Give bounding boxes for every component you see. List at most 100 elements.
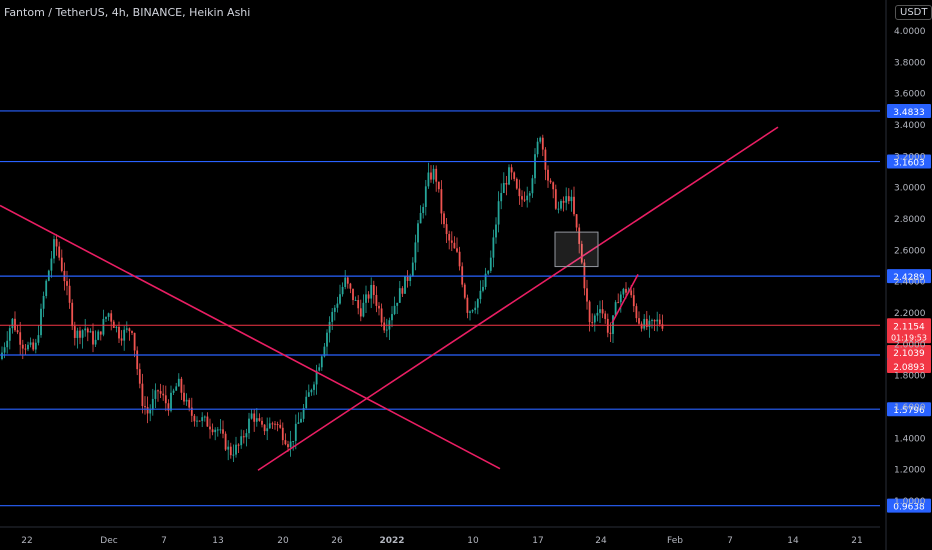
candle-body [614,302,617,316]
candle-body [222,429,224,434]
candle-body [318,367,321,371]
candle-body [612,315,614,334]
candle-body [557,208,560,210]
candle-body [417,223,419,243]
horizontal-levels[interactable]: 3.48333.16032.42891.92551.57960.96382.11… [0,103,931,513]
candle-body [34,342,37,350]
price-tag [887,359,931,373]
candle-body [617,302,620,304]
level-price-label: 2.4289 [893,273,925,283]
candle-body [492,237,495,258]
x-tick-label: 10 [467,536,479,546]
candle-body [404,276,406,294]
candle-body [656,319,659,322]
x-tick-label: Dec [100,536,117,546]
candle-body [479,290,482,300]
candle-body [279,424,282,428]
candle-body [32,342,35,350]
candle-body [37,335,40,343]
candle-body [248,418,250,434]
candle-body [183,392,185,402]
candle-body [102,318,105,335]
candle-body [385,329,388,331]
time-axis[interactable]: 22 Dec 7 13 20 26 2022 10 17 24 Feb 7 14 21 [0,526,880,546]
candle-body [552,182,555,190]
candle-body [266,428,269,432]
candle-body [320,356,323,368]
x-tick-label: 7 [727,536,733,546]
candle-body [11,318,14,329]
level-price-label: 1.5796 [893,406,925,416]
candle-body [21,344,24,349]
candle-body [172,390,175,393]
rectangle-drawing[interactable] [554,231,599,268]
highlight-box[interactable] [554,231,599,268]
candle-body [495,224,497,238]
level-price-tag [887,498,931,513]
trendline[interactable] [257,126,779,471]
candle-body [50,258,53,271]
candle-body [560,200,562,209]
candle-body [263,424,266,432]
candle-body [232,454,235,456]
chart-title: Fantom / TetherUS, 4h, BINANCE, Heikin A… [4,6,251,19]
candle-body [235,444,237,455]
candle-body [29,342,32,345]
level-price-label: 3.1603 [893,159,925,169]
candle-body [81,330,84,338]
candle-body [118,326,120,339]
candle-body [398,288,401,303]
candle-body [1,352,3,359]
candle-body [307,392,310,397]
candle-body [305,396,308,409]
candle-body [573,196,575,215]
candle-body [396,302,399,306]
candle-body [240,436,243,446]
candle-body [71,302,74,327]
candle-body [575,214,578,228]
price-axis[interactable]: 4.0000 3.8000 3.6000 3.4000 3.2000 3.0000 2.80… [885,0,926,550]
candle-body [466,297,469,313]
candle-body [255,418,258,422]
candle-body [42,295,45,309]
candle-body [523,199,526,201]
candle-body [14,318,16,331]
x-tick-label: 17 [532,536,543,546]
candle-body [131,331,133,333]
candle-body [68,285,71,303]
candle-body [229,446,232,456]
candle-body [484,273,487,287]
candle-body [414,242,417,263]
candle-body [653,319,656,322]
trendline[interactable] [0,204,501,470]
candle-body [601,309,604,314]
candle-body [365,294,367,303]
candle-body [242,436,245,438]
candle-body [341,286,344,295]
candle-body [8,328,11,341]
y-tick-label: 2.0000 [894,340,926,350]
candle-body [570,196,573,202]
candle-body [489,257,492,271]
y-tick-label: 1.8000 [894,372,926,382]
trendline[interactable] [611,274,639,324]
candle-body [141,383,144,407]
x-tick-label: 7 [161,536,167,546]
candle-body [180,378,183,393]
candle-body [185,399,188,402]
y-tick-label: 1.0000 [894,497,926,507]
candle-body [640,323,643,329]
candle-body [250,413,253,419]
candle-body [352,288,354,301]
candle-body [588,301,591,323]
y-tick-label: 1.2000 [894,466,926,476]
candle-body [300,418,302,423]
candle-body [24,348,27,350]
candle-body [55,239,58,247]
x-tick-label: 14 [787,536,799,546]
candle-body [323,346,326,357]
trendlines[interactable] [0,126,779,471]
candle-body [583,262,586,289]
candle-body [289,441,292,448]
